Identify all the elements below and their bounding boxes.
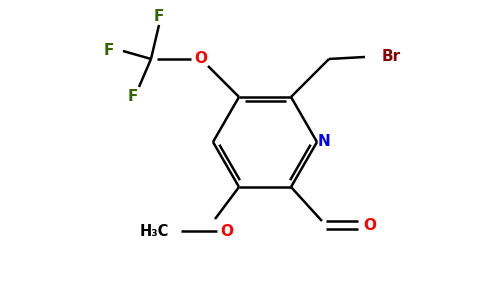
- Text: Br: Br: [382, 50, 401, 64]
- Text: F: F: [128, 89, 138, 104]
- Text: O: O: [195, 52, 208, 67]
- Text: F: F: [104, 44, 114, 59]
- Text: H₃C: H₃C: [139, 224, 169, 238]
- Text: O: O: [221, 224, 233, 238]
- Text: F: F: [154, 10, 164, 25]
- Text: N: N: [318, 134, 331, 149]
- Text: O: O: [363, 218, 377, 232]
